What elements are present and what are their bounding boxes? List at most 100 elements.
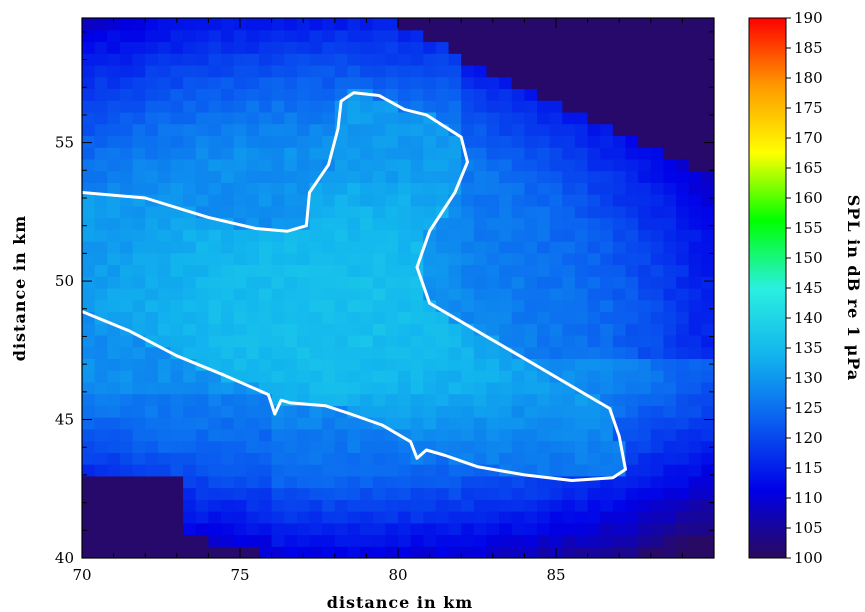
heatmap-cell <box>562 123 576 136</box>
heatmap-cell <box>524 346 538 360</box>
heatmap-cell <box>473 276 488 289</box>
heatmap-cell <box>258 205 273 219</box>
heatmap-cell <box>246 358 260 371</box>
heatmap-cell <box>334 311 349 324</box>
heatmap-cell <box>296 334 311 348</box>
heatmap-cell <box>208 135 222 148</box>
heatmap-cell <box>347 452 361 465</box>
heatmap-cell <box>107 135 121 148</box>
heatmap-cell <box>107 487 121 500</box>
heatmap-cell <box>410 334 424 348</box>
heatmap-cell <box>461 64 475 78</box>
heatmap-cell <box>208 358 222 371</box>
heatmap-cell <box>562 205 576 219</box>
heatmap-cell <box>587 534 601 547</box>
heatmap-cell <box>562 428 576 442</box>
heatmap-cell <box>233 334 247 348</box>
heatmap-cell <box>423 252 437 266</box>
heatmap-cell <box>524 511 538 524</box>
heatmap-cell <box>448 534 462 547</box>
heatmap-cell <box>574 29 589 43</box>
heatmap-cell <box>195 147 209 160</box>
heatmap-cell <box>423 499 437 512</box>
heatmap-cell <box>246 182 260 195</box>
heatmap-cell <box>638 217 652 230</box>
heatmap-cell <box>562 76 576 90</box>
heatmap-cell <box>385 217 399 230</box>
heatmap-cell <box>233 311 247 324</box>
heatmap-cell <box>600 370 614 383</box>
heatmap-cell <box>688 511 702 524</box>
heatmap-cell <box>309 41 323 54</box>
heatmap-cell <box>170 452 184 465</box>
heatmap-cell <box>410 358 424 371</box>
heatmap-cell <box>284 182 298 195</box>
heatmap-cell <box>322 288 336 301</box>
heatmap-cell <box>309 452 323 465</box>
heatmap-cell <box>473 170 488 183</box>
heatmap-cell <box>82 464 96 477</box>
heatmap-cell <box>701 100 714 113</box>
heatmap-cell <box>284 123 298 136</box>
heatmap-cell <box>650 452 665 465</box>
heatmap-cell <box>322 100 336 113</box>
heatmap-cell <box>132 499 146 512</box>
heatmap-cell <box>246 147 260 160</box>
heatmap-cell <box>208 464 222 477</box>
heatmap-cell <box>145 370 159 383</box>
heatmap-cell <box>398 135 412 148</box>
heatmap-cell <box>322 381 336 395</box>
heatmap-cell <box>537 381 551 395</box>
heatmap-cell <box>107 241 121 254</box>
heatmap-cell <box>587 511 601 524</box>
heatmap-cell <box>688 346 702 360</box>
heatmap-cell <box>650 522 665 536</box>
heatmap-cell <box>537 276 551 289</box>
heatmap-cell <box>461 111 475 125</box>
heatmap-cell <box>574 511 589 524</box>
heatmap-cell <box>676 311 690 324</box>
heatmap-cell <box>461 194 475 207</box>
heatmap-cell <box>574 170 589 183</box>
heatmap-cell <box>157 241 172 254</box>
heatmap-cell <box>107 264 121 277</box>
heatmap-cell <box>296 64 311 78</box>
heatmap-cell <box>612 252 627 266</box>
heatmap-cell <box>499 194 513 207</box>
heatmap-cell <box>423 76 437 90</box>
heatmap-cell <box>398 381 412 395</box>
heatmap-cell <box>537 440 551 453</box>
heatmap-cell <box>676 534 690 547</box>
heatmap-cell <box>322 311 336 324</box>
heatmap-cell <box>271 88 285 101</box>
heatmap-cell <box>423 194 437 207</box>
heatmap-cell <box>296 123 311 136</box>
heatmap-cell <box>372 475 386 489</box>
heatmap-cell <box>145 217 159 230</box>
heatmap-cell <box>309 311 323 324</box>
heatmap-cell <box>132 464 146 477</box>
heatmap-cell <box>322 88 336 101</box>
heatmap-cell <box>372 217 386 230</box>
heatmap-cell <box>574 452 589 465</box>
heatmap-cell <box>221 64 235 78</box>
heatmap-cell <box>587 76 601 90</box>
heatmap-cell <box>94 88 108 101</box>
heatmap-cell <box>119 241 134 254</box>
heatmap-cell <box>398 53 412 66</box>
heatmap-cell <box>410 299 424 313</box>
heatmap-cell <box>473 334 488 348</box>
heatmap-cell <box>511 41 525 54</box>
heatmap-cell <box>145 18 159 31</box>
heatmap-cell <box>398 511 412 524</box>
heatmap-cell <box>524 370 538 383</box>
heatmap-cell <box>233 522 247 536</box>
heatmap-cell <box>423 53 437 66</box>
heatmap-cell <box>208 546 222 558</box>
heatmap-cell <box>208 100 222 113</box>
heatmap-cell <box>486 428 500 442</box>
heatmap-cell <box>284 158 298 172</box>
heatmap-cell <box>701 370 714 383</box>
heatmap-cell <box>195 29 209 43</box>
heatmap-cell <box>701 464 714 477</box>
